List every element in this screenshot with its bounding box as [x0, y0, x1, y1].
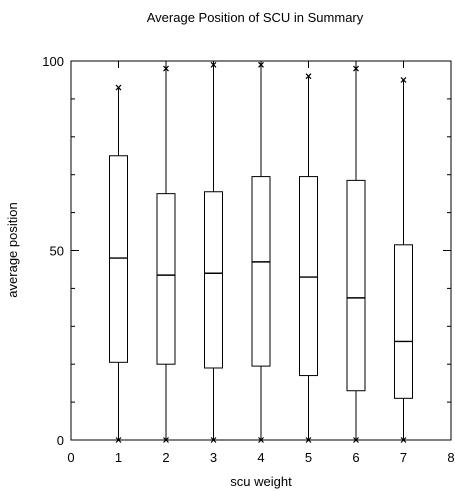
y-tick-label: 0 [57, 433, 64, 448]
outlier-marker [210, 61, 217, 68]
outlier-marker [163, 437, 169, 443]
box-iqr [346, 179, 366, 392]
x-tick-label: 8 [447, 450, 454, 465]
x-tick-label: 2 [162, 450, 169, 465]
box-2 [156, 65, 176, 443]
outlier-marker [400, 77, 407, 83]
box-series [109, 61, 413, 443]
box-iqr [394, 244, 413, 399]
box-5 [299, 73, 318, 443]
box-4 [251, 61, 271, 443]
outlier-marker [353, 65, 359, 72]
box-6 [346, 65, 366, 443]
outlier-marker [163, 65, 169, 72]
outlier-marker [115, 437, 122, 443]
box-iqr [109, 155, 128, 363]
x-tick-label: 4 [257, 450, 264, 465]
x-tick-label: 6 [352, 450, 359, 465]
x-tick-label: 0 [67, 450, 74, 465]
chart-title: Average Position of SCU in Summary [147, 10, 364, 25]
box-iqr [204, 191, 223, 369]
outlier-marker [353, 437, 359, 443]
outlier-marker [210, 437, 217, 443]
y-tick-label: 100 [42, 54, 64, 69]
x-tick-label: 5 [305, 450, 312, 465]
x-tick-label: 7 [400, 450, 407, 465]
outlier-marker [258, 61, 264, 68]
box-7 [394, 77, 413, 443]
box-iqr [156, 193, 176, 365]
outlier-marker [400, 437, 407, 443]
outlier-marker [305, 73, 312, 80]
x-axis-label: scu weight [230, 474, 292, 489]
x-tick-label: 3 [210, 450, 217, 465]
box-iqr [251, 176, 271, 367]
x-tick-label: 1 [115, 450, 122, 465]
axis-ticks: 0 1 2 3 4 5 6 7 8 0 50 100 [42, 54, 454, 465]
y-axis-label: average position [5, 202, 20, 297]
outlier-marker [258, 437, 264, 443]
outlier-marker [115, 84, 122, 91]
y-tick-label: 50 [50, 244, 64, 259]
box-iqr [299, 176, 318, 377]
box-3 [204, 61, 223, 443]
outlier-marker [305, 437, 312, 443]
box-1 [109, 84, 128, 443]
